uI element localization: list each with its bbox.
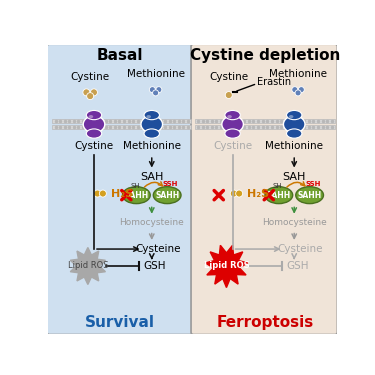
Circle shape (298, 87, 304, 93)
Text: H₂S: H₂S (247, 189, 269, 200)
Ellipse shape (141, 116, 162, 133)
Text: SAHH: SAHH (297, 190, 322, 200)
Circle shape (230, 190, 237, 197)
Circle shape (149, 87, 155, 93)
Text: Methionine: Methionine (269, 69, 327, 79)
Text: SAHH: SAHH (155, 190, 179, 200)
Ellipse shape (146, 115, 151, 118)
Text: Methionine: Methionine (265, 141, 323, 151)
Text: GSH: GSH (144, 261, 166, 271)
Ellipse shape (88, 115, 93, 118)
Text: Cystine depletion: Cystine depletion (190, 48, 340, 63)
Ellipse shape (225, 129, 240, 138)
Bar (195, 126, 335, 129)
Ellipse shape (286, 111, 302, 120)
Circle shape (236, 190, 243, 197)
Text: SSH: SSH (162, 182, 178, 188)
Text: SAH: SAH (140, 172, 164, 182)
Text: SAHH: SAHH (267, 190, 291, 200)
Ellipse shape (284, 116, 305, 133)
Text: Lipid ROS: Lipid ROS (68, 261, 108, 270)
Text: Cystine: Cystine (70, 72, 110, 82)
Text: SAHH: SAHH (124, 190, 148, 200)
Circle shape (292, 87, 298, 93)
Ellipse shape (123, 187, 150, 204)
Text: H₂S: H₂S (111, 189, 133, 200)
Text: Cystine: Cystine (213, 141, 252, 151)
Text: Cystine: Cystine (75, 141, 114, 151)
Text: Basal: Basal (97, 48, 144, 63)
Ellipse shape (225, 111, 240, 120)
Circle shape (153, 90, 159, 96)
Ellipse shape (227, 115, 232, 118)
Circle shape (87, 93, 94, 100)
Text: Ferroptosis: Ferroptosis (216, 315, 314, 330)
Text: Cysteine: Cysteine (135, 244, 181, 254)
Ellipse shape (289, 115, 294, 118)
Text: Methionine: Methionine (127, 69, 184, 79)
Text: SH: SH (273, 183, 282, 189)
Circle shape (156, 87, 162, 93)
Circle shape (94, 190, 101, 197)
Ellipse shape (83, 116, 105, 133)
Ellipse shape (144, 111, 159, 120)
Ellipse shape (153, 187, 181, 204)
FancyBboxPatch shape (191, 44, 338, 334)
Polygon shape (70, 248, 105, 285)
Text: GSH: GSH (286, 261, 309, 271)
Text: SH: SH (130, 183, 140, 189)
Ellipse shape (144, 129, 159, 138)
Text: Cystine: Cystine (209, 72, 248, 82)
Circle shape (99, 190, 106, 197)
Ellipse shape (296, 187, 324, 204)
Ellipse shape (222, 116, 243, 133)
Bar (195, 119, 335, 123)
Circle shape (90, 89, 98, 96)
Ellipse shape (286, 129, 302, 138)
Ellipse shape (86, 129, 102, 138)
Ellipse shape (265, 187, 292, 204)
Bar (53, 126, 191, 129)
Text: Homocysteine: Homocysteine (262, 218, 327, 227)
Circle shape (225, 92, 232, 99)
Circle shape (83, 89, 90, 96)
Text: Cysteine: Cysteine (278, 244, 323, 254)
Text: SSH: SSH (305, 182, 320, 188)
Bar (53, 119, 191, 123)
Text: Lipid ROS: Lipid ROS (204, 261, 249, 270)
Text: Homocysteine: Homocysteine (119, 218, 184, 227)
FancyBboxPatch shape (47, 44, 194, 334)
Circle shape (295, 90, 301, 96)
Text: Methionine: Methionine (123, 141, 181, 151)
Polygon shape (205, 245, 248, 288)
Text: Erastin: Erastin (257, 77, 291, 87)
Text: Survival: Survival (85, 315, 155, 330)
Ellipse shape (86, 111, 102, 120)
Text: SAH: SAH (282, 172, 306, 182)
